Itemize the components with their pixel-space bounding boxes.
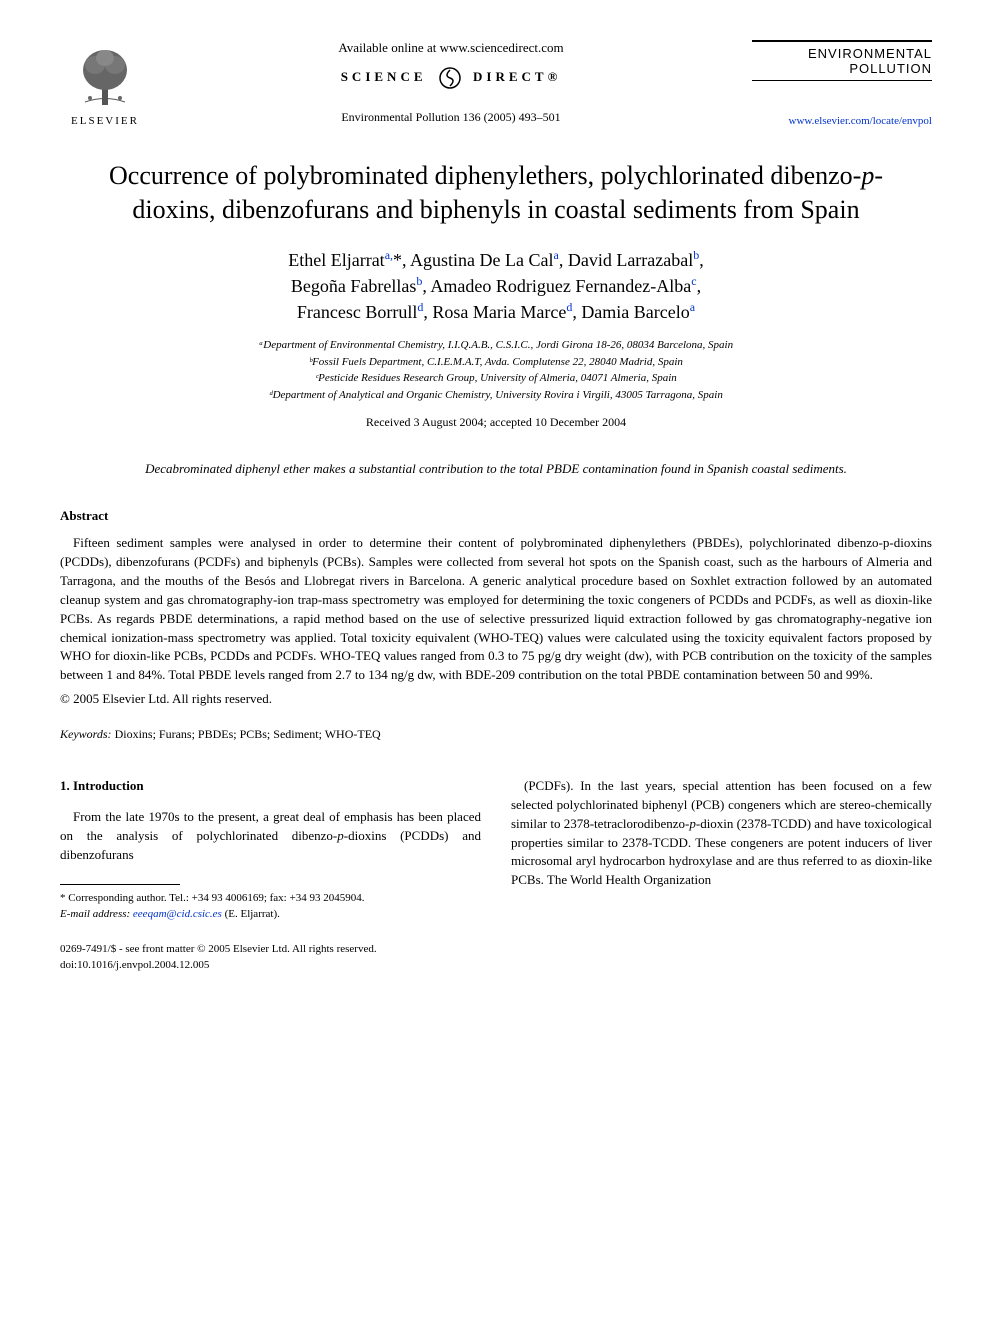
keywords-text: Dioxins; Furans; PBDEs; PCBs; Sediment; … [115, 727, 381, 741]
journal-citation: Environmental Pollution 136 (2005) 493–5… [170, 110, 732, 125]
sd-text-2: DIRECT® [473, 69, 561, 84]
doi-line: doi:10.1016/j.envpol.2004.12.005 [60, 958, 481, 973]
affiliation-line: ᶜPesticide Residues Research Group, Univ… [60, 370, 932, 387]
keywords-block: Keywords: Dioxins; Furans; PBDEs; PCBs; … [60, 727, 932, 742]
abstract-heading: Abstract [60, 508, 932, 524]
column-right: (PCDFs). In the last years, special atte… [511, 777, 932, 973]
abstract-body: Fifteen sediment samples were analysed i… [60, 534, 932, 685]
issn-line: 0269-7491/$ - see front matter © 2005 El… [60, 942, 481, 957]
sd-swirl-icon [438, 66, 462, 90]
science-direct-logo: SCIENCE DIRECT® [170, 66, 732, 90]
article-dates: Received 3 August 2004; accepted 10 Dece… [60, 415, 932, 430]
journal-name-2: POLLUTION [752, 61, 932, 76]
intro-para-right: (PCDFs). In the last years, special atte… [511, 777, 932, 890]
affil-sup: b [416, 274, 422, 288]
affiliation-line: ᵃDepartment of Environmental Chemistry, … [60, 337, 932, 354]
affiliation-line: ᵈDepartment of Analytical and Organic Ch… [60, 387, 932, 404]
keywords-label: Keywords: [60, 727, 112, 741]
elsevier-label: ELSEVIER [71, 115, 139, 127]
header-center: Available online at www.sciencedirect.co… [150, 40, 752, 125]
affil-sup: a [554, 248, 559, 262]
body-columns: 1. Introduction From the late 1970s to t… [60, 777, 932, 973]
corresponding-email-link[interactable]: eeeqam@cid.csic.es [133, 908, 222, 920]
corresponding-author-note: * Corresponding author. Tel.: +34 93 400… [60, 891, 481, 906]
elsevier-tree-icon [70, 40, 140, 110]
email-label: E-mail address: [60, 908, 130, 920]
email-name: (E. Eljarrat). [225, 908, 280, 920]
journal-url-link[interactable]: www.elsevier.com/locate/envpol [789, 115, 932, 127]
affil-sup: b [693, 248, 699, 262]
column-left: 1. Introduction From the late 1970s to t… [60, 777, 481, 973]
journal-name-1: ENVIRONMENTAL [752, 46, 932, 61]
elsevier-logo: ELSEVIER [60, 40, 150, 127]
sd-text-1: SCIENCE [341, 69, 427, 84]
journal-name-box: ENVIRONMENTAL POLLUTION [752, 40, 932, 81]
available-online-text: Available online at www.sciencedirect.co… [170, 40, 732, 56]
page-header: ELSEVIER Available online at www.science… [60, 40, 932, 129]
affiliation-line: ᵇFossil Fuels Department, C.I.E.M.A.T, A… [60, 354, 932, 371]
footnote-separator [60, 884, 180, 885]
header-right: ENVIRONMENTAL POLLUTION www.elsevier.com… [752, 40, 932, 129]
affil-sup: d [566, 300, 572, 314]
affiliations-block: ᵃDepartment of Environmental Chemistry, … [60, 337, 932, 403]
affil-sup: c [691, 274, 696, 288]
doi-block: 0269-7491/$ - see front matter © 2005 El… [60, 942, 481, 973]
copyright-line: © 2005 Elsevier Ltd. All rights reserved… [60, 691, 932, 707]
author-list: Ethel Eljarrata,*, Agustina De La Cala, … [60, 247, 932, 326]
intro-para-left: From the late 1970s to the present, a gr… [60, 808, 481, 865]
affil-sup: d [417, 300, 423, 314]
email-line: E-mail address: eeeqam@cid.csic.es (E. E… [60, 907, 481, 922]
highlight-statement: Decabrominated diphenyl ether makes a su… [140, 460, 852, 478]
affil-sup: a, [385, 248, 393, 262]
intro-heading: 1. Introduction [60, 777, 481, 796]
article-title: Occurrence of polybrominated diphenyleth… [100, 159, 892, 227]
affil-sup: a [690, 300, 695, 314]
